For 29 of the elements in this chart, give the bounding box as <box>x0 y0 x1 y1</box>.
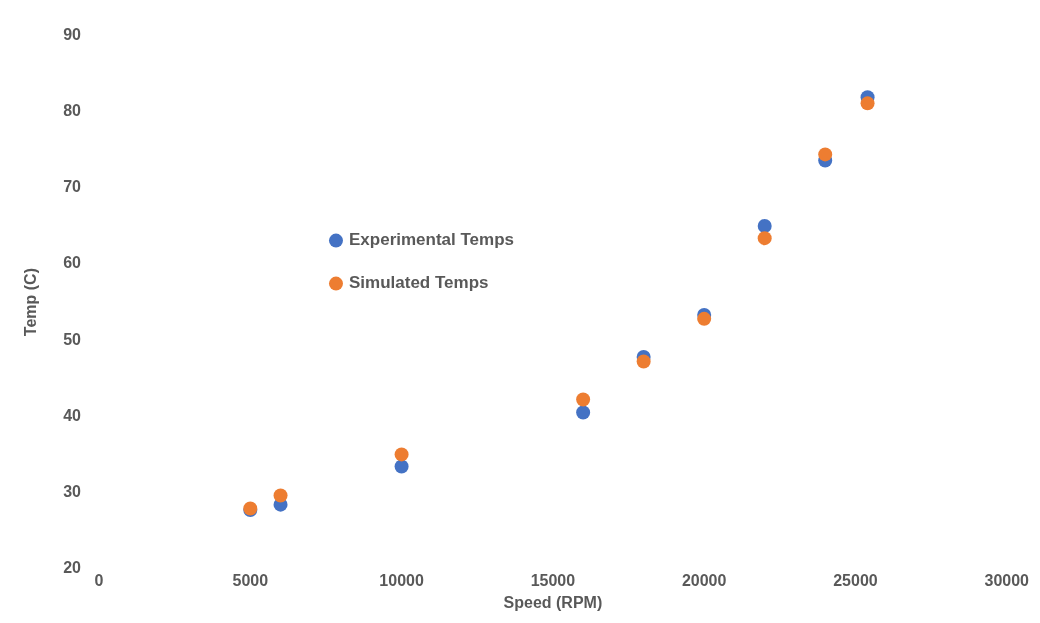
point <box>394 459 409 474</box>
legend-label: Simulated Temps <box>349 273 489 293</box>
y-tick-label: 90 <box>63 26 82 44</box>
point <box>273 488 288 503</box>
y-tick-label: 30 <box>63 482 82 500</box>
y-tick-label: 40 <box>63 406 82 424</box>
point <box>576 405 591 420</box>
y-tick-label: 60 <box>63 254 82 272</box>
y-tick-label: 80 <box>63 102 82 120</box>
point <box>394 447 409 462</box>
x-tick-label: 25000 <box>833 571 878 589</box>
point <box>757 218 772 233</box>
y-tick-label: 20 <box>63 559 82 577</box>
x-tick-label: 30000 <box>984 571 1030 589</box>
y-tick-label: 70 <box>63 178 82 196</box>
y-axis-title: Temp (C) <box>22 268 40 337</box>
point <box>818 147 833 162</box>
x-tick-label: 0 <box>94 571 104 589</box>
point <box>576 392 591 407</box>
point <box>757 231 772 246</box>
legend-label: Experimental Temps <box>349 230 515 250</box>
x-tick-label: 10000 <box>379 571 424 589</box>
x-tick-label: 20000 <box>681 571 727 589</box>
x-tick-label: 5000 <box>232 571 269 589</box>
point <box>636 354 651 369</box>
x-tick-label: 15000 <box>530 571 576 589</box>
point <box>860 96 875 111</box>
y-tick-label: 50 <box>63 330 82 348</box>
x-axis-title: Speed (RPM) <box>503 593 603 611</box>
